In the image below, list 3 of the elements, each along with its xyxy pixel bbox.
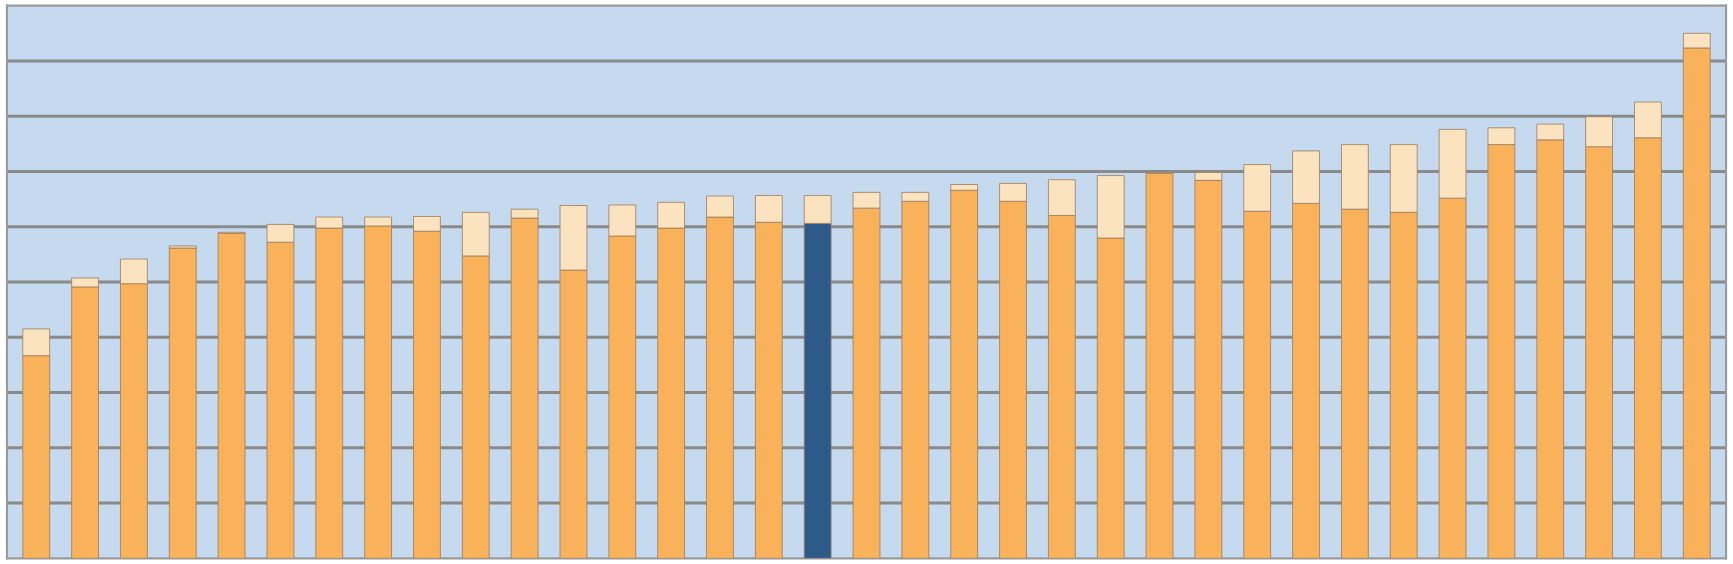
bar: [1145, 173, 1174, 559]
bar: [217, 232, 246, 559]
bar: [168, 247, 197, 559]
